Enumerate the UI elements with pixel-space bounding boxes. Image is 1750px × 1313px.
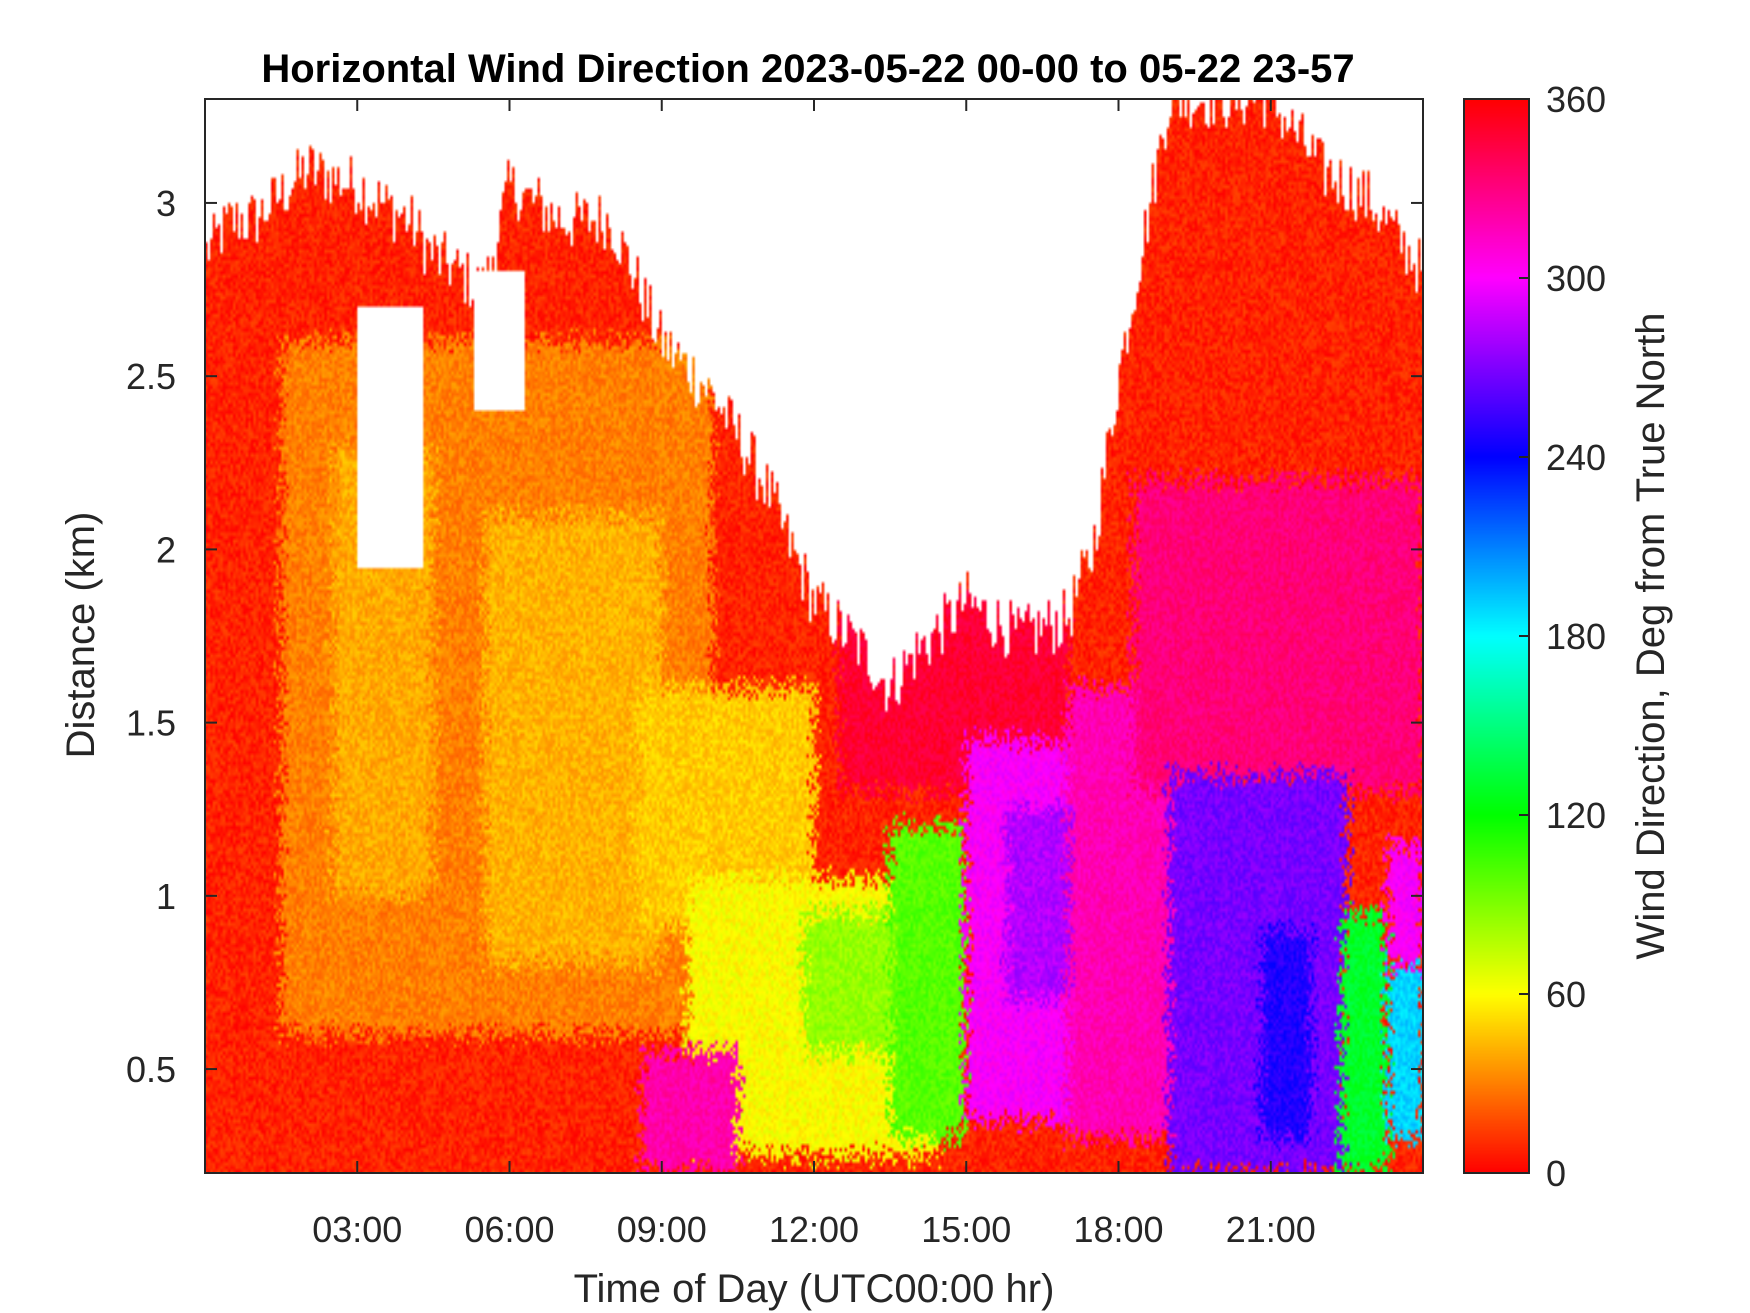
colorbar-label: Wind Direction, Deg from True North — [1629, 313, 1673, 960]
colorbar-tick-label: 0 — [1546, 1153, 1566, 1194]
colorbar-tick-label: 300 — [1546, 258, 1606, 299]
x-tick-label: 12:00 — [769, 1209, 859, 1250]
y-tick-label: 1.5 — [126, 703, 176, 744]
x-tick-label: 09:00 — [617, 1209, 707, 1250]
x-tick-label: 21:00 — [1226, 1209, 1316, 1250]
y-tick-label: 3 — [156, 183, 176, 224]
y-tick-label: 0.5 — [126, 1049, 176, 1090]
chart-title: Horizontal Wind Direction 2023-05-22 00-… — [261, 47, 1354, 91]
colorbar: 0 60 120 180 240 300 360 — [1463, 79, 1606, 1194]
plot-frame — [204, 98, 1424, 1174]
x-tick-label: 03:00 — [312, 1209, 402, 1250]
colorbar-gradient — [1464, 99, 1529, 1173]
colorbar-tick-label: 240 — [1546, 437, 1606, 478]
x-tick-marks: 03:00 06:00 09:00 12:00 15:00 18:00 21:00 — [312, 99, 1316, 1250]
colorbar-tick-label: 120 — [1546, 795, 1606, 836]
colorbar-tick-label: 360 — [1546, 79, 1606, 120]
x-tick-label: 18:00 — [1073, 1209, 1163, 1250]
colorbar-tick-label: 60 — [1546, 974, 1586, 1015]
y-tick-label: 2 — [156, 529, 176, 570]
y-tick-label: 1 — [156, 876, 176, 917]
y-tick-label: 2.5 — [126, 356, 176, 397]
colorbar-frame — [1463, 98, 1530, 1174]
x-axis-label: Time of Day (UTC00:00 hr) — [574, 1267, 1055, 1311]
y-axis-label: Distance (km) — [59, 512, 103, 759]
x-tick-label: 15:00 — [921, 1209, 1011, 1250]
plot-area: 03:00 06:00 09:00 12:00 15:00 18:00 21:00 0.5 1… — [126, 98, 1424, 1250]
heatmap-image — [205, 99, 1423, 1173]
x-tick-label: 06:00 — [464, 1209, 554, 1250]
colorbar-ticks: 0 60 120 180 240 300 360 — [1519, 79, 1606, 1194]
colorbar-tick-label: 180 — [1546, 616, 1606, 657]
y-tick-marks: 0.5 1 1.5 2 2.5 3 — [126, 183, 1423, 1090]
